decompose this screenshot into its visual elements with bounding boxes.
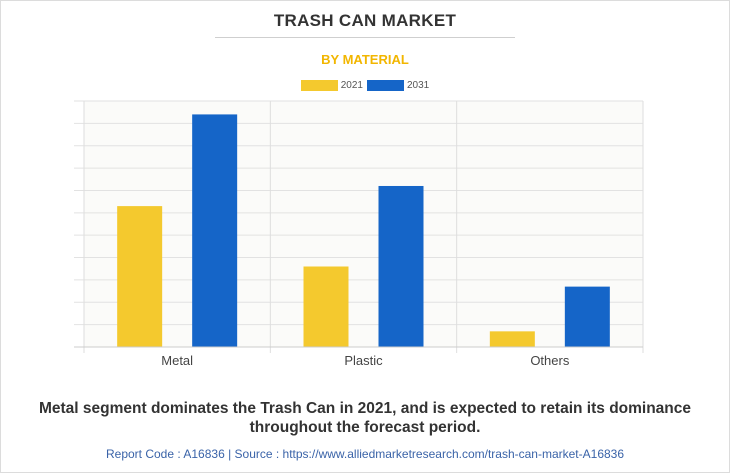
chart-title: TRASH CAN MARKET bbox=[273, 11, 457, 30]
legend-item-2031: 2031 bbox=[367, 80, 429, 91]
plot-area bbox=[84, 101, 643, 347]
legend-label-2031: 2031 bbox=[407, 80, 430, 91]
bar-others-2031 bbox=[564, 286, 610, 347]
x-tick-label-metal: Metal bbox=[161, 353, 193, 368]
bar-plastic-2021 bbox=[303, 266, 349, 347]
bar-plastic-2031 bbox=[378, 185, 424, 347]
title-divider bbox=[215, 37, 515, 38]
chart-caption: Metal segment dominates the Trash Can in… bbox=[38, 400, 692, 436]
chart-subtitle: BY MATERIAL bbox=[321, 52, 409, 67]
legend-swatch-2031 bbox=[367, 80, 404, 91]
bar-metal-2031 bbox=[192, 114, 238, 347]
bar-chart: Metal Plastic Others bbox=[74, 100, 644, 368]
legend-label-2021: 2021 bbox=[340, 80, 363, 91]
x-tick-label-plastic: Plastic bbox=[344, 353, 383, 368]
x-tick-label-others: Others bbox=[530, 353, 570, 368]
legend: 2021 2031 bbox=[0, 80, 730, 91]
legend-item-2021: 2021 bbox=[300, 80, 363, 91]
bar-others-2021 bbox=[489, 331, 535, 347]
report-footer: Report Code : A16836 | Source : https://… bbox=[105, 447, 625, 461]
bar-metal-2021 bbox=[117, 206, 163, 347]
legend-swatch-2021 bbox=[300, 80, 338, 91]
